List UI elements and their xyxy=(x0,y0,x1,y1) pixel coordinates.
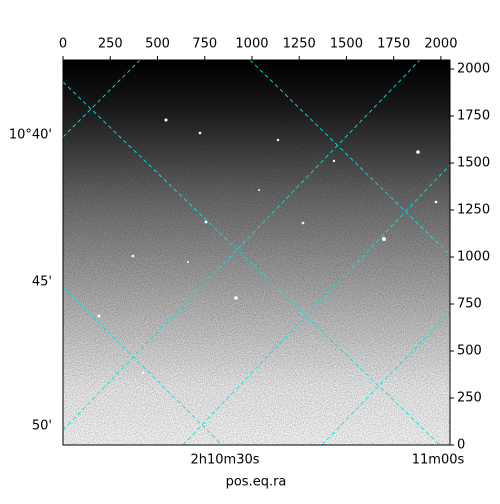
ra-tick-label: 2h10m30s xyxy=(190,453,259,468)
axes-frame xyxy=(62,59,451,446)
y-tick-label: 2000 xyxy=(457,62,490,77)
y-tick-label: 250 xyxy=(457,391,482,406)
dec-tick-label: 10°40' xyxy=(9,128,52,143)
ra-tick-label: 11m00s xyxy=(412,453,465,468)
x-tick-label: 2000 xyxy=(424,37,457,52)
x-tick-label: 1000 xyxy=(235,37,268,52)
dec-tick-label: 45' xyxy=(32,275,52,290)
x-tick-label: 500 xyxy=(145,37,170,52)
x-tick-label: 1750 xyxy=(377,37,410,52)
x-tick-label: 250 xyxy=(98,37,123,52)
y-tick-label: 1000 xyxy=(457,250,490,265)
y-tick-label: 500 xyxy=(457,344,482,359)
coordinate-grid xyxy=(63,60,450,445)
x-tick-label: 750 xyxy=(192,37,217,52)
x-tick-label: 1500 xyxy=(330,37,363,52)
y-tick-label: 1500 xyxy=(457,156,490,171)
x-tick-label: 0 xyxy=(59,37,67,52)
dec-tick-label: 50' xyxy=(32,419,52,434)
x-tick-label: 1250 xyxy=(283,37,316,52)
y-tick-label: 0 xyxy=(457,438,465,453)
sky-image xyxy=(63,60,450,445)
y-tick-label: 750 xyxy=(457,297,482,312)
y-tick-label: 1750 xyxy=(457,109,490,124)
y-tick-label: 1250 xyxy=(457,203,490,218)
x-axis-label: pos.eq.ra xyxy=(226,475,287,490)
